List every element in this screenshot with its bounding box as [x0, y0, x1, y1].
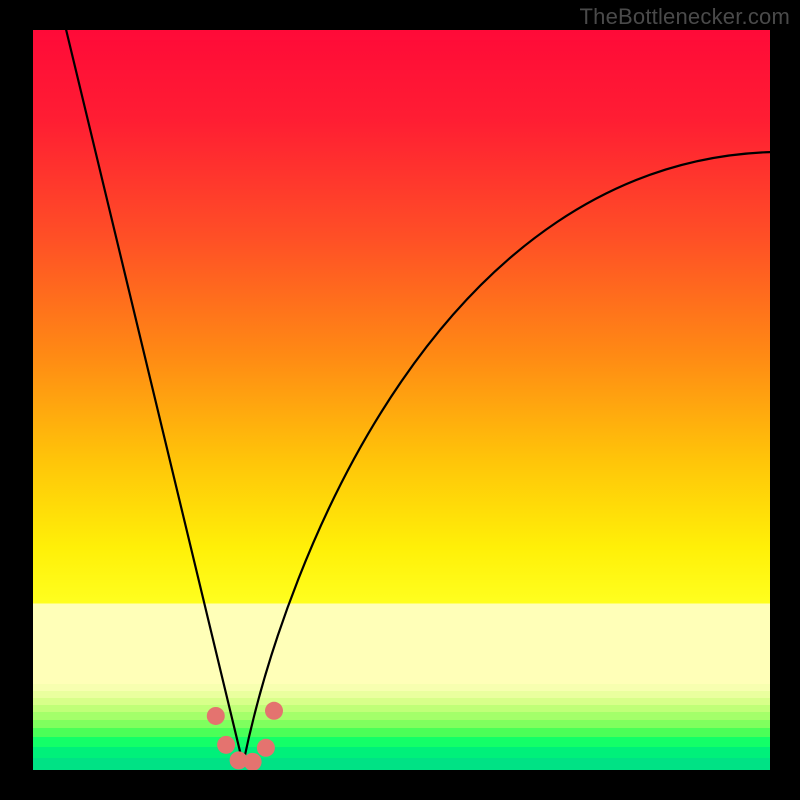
frame-bottom [0, 770, 800, 800]
frame-left [0, 0, 33, 800]
gradient-band [33, 747, 770, 759]
gradient-band [33, 691, 770, 699]
gradient-band [33, 728, 770, 738]
gradient-background-upper [33, 30, 770, 604]
gradient-band [33, 705, 770, 713]
gradient-band [33, 712, 770, 721]
vertex-marker [217, 736, 235, 754]
bottleneck-curve-chart [0, 0, 800, 800]
vertex-marker [265, 702, 283, 720]
watermark-text: TheBottlenecker.com [580, 4, 790, 30]
gradient-band [33, 758, 770, 771]
gradient-band [33, 698, 770, 706]
vertex-marker [207, 707, 225, 725]
vertex-marker [257, 739, 275, 757]
gradient-band [33, 720, 770, 729]
gradient-band [33, 737, 770, 748]
gradient-band [33, 684, 770, 692]
frame-right [770, 0, 800, 800]
vertex-marker [244, 753, 262, 771]
gradient-background-pale [33, 604, 770, 685]
